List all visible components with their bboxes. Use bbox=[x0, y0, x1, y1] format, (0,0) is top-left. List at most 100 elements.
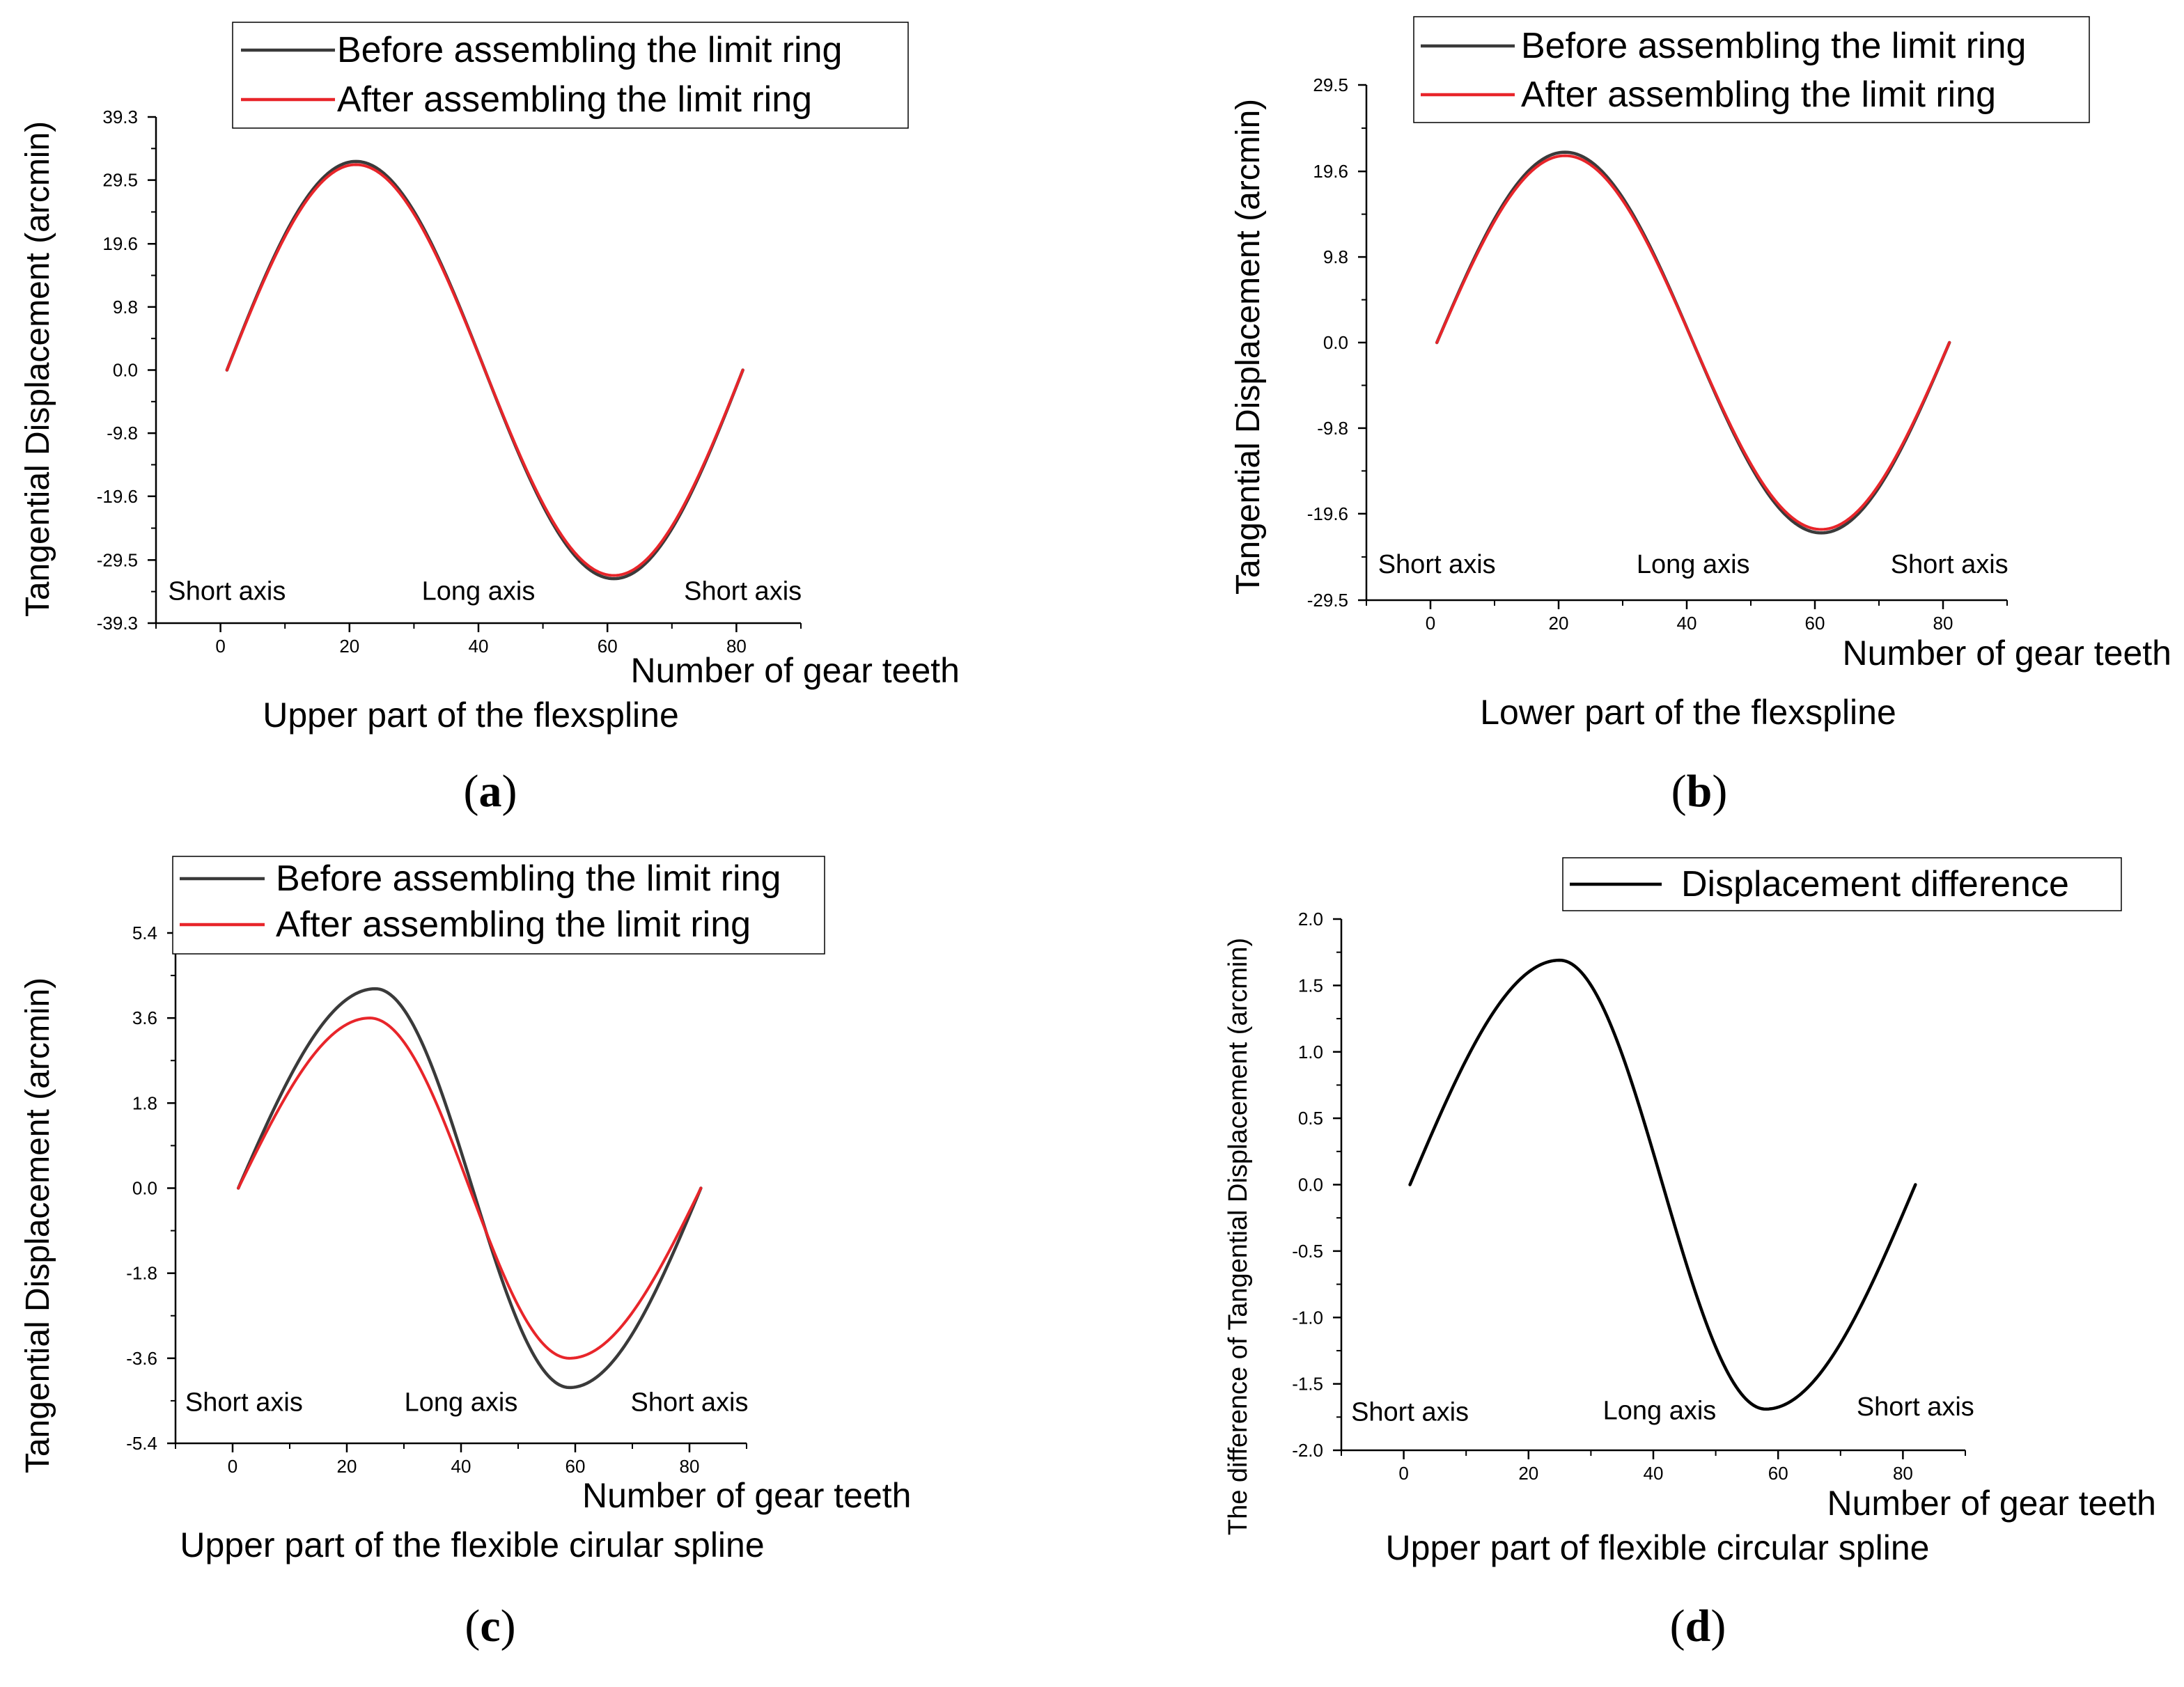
x-tick-label: 20 bbox=[339, 636, 359, 657]
y-tick-label: -19.6 bbox=[1307, 503, 1348, 524]
y-tick-label: 1.0 bbox=[1298, 1042, 1323, 1062]
x-tick-label: 0 bbox=[228, 1456, 237, 1477]
legend-label: Displacement difference bbox=[1681, 864, 2069, 904]
annotation-label: Long axis bbox=[422, 577, 536, 606]
series-line-2 bbox=[237, 1017, 703, 1360]
x-tick-label: 40 bbox=[1644, 1463, 1664, 1484]
y-tick-label: 0.0 bbox=[132, 1178, 157, 1199]
panel-subtitle: Upper part of the flexible cirular splin… bbox=[180, 1525, 764, 1564]
x-tick-label: 60 bbox=[598, 636, 618, 657]
x-tick-label: 60 bbox=[566, 1456, 586, 1477]
x-tick-label: 80 bbox=[1933, 613, 1953, 634]
caption-paren: ) bbox=[1712, 766, 1727, 817]
y-axis-label: Tangential Displacement (arcmin) bbox=[20, 121, 56, 617]
x-tick-label: 40 bbox=[1677, 613, 1697, 634]
y-tick-label: 29.5 bbox=[1313, 74, 1348, 95]
y-tick-label: 29.5 bbox=[102, 170, 138, 191]
chart-panel-b: -29.5 -19.6 -9.8 0.0 9.8 19.6 29.5 0 20 40 60 80 Sho… bbox=[1230, 16, 2172, 817]
y-tick-label: 19.6 bbox=[102, 233, 138, 254]
y-tick-label: -1.0 bbox=[1292, 1307, 1323, 1328]
y-tick-label: 1.8 bbox=[132, 1092, 157, 1113]
annotation-label: Long axis bbox=[405, 1388, 518, 1417]
y-tick-label: 0.0 bbox=[1298, 1175, 1323, 1195]
legend: Displacement difference bbox=[1562, 857, 2122, 911]
y-axis-label: Tangential Displacement (arcmin) bbox=[20, 978, 56, 1473]
legend-label: After assembling the limit ring bbox=[1521, 74, 1996, 115]
chart-panel-d: -2.0 -1.5 -1.0 -0.5 0.0 0.5 1.0 1.5 2.0 0 20 40 60 80… bbox=[1224, 857, 2157, 1651]
chart-panel-a: -39.3 -29.5 -19.6 -9.8 0.0 9.8 19.6 29.5 39.3 0 20… bbox=[20, 22, 960, 817]
y-tick-label: -5.4 bbox=[126, 1433, 157, 1454]
annotation-label: Short axis bbox=[631, 1388, 749, 1417]
y-tick-label: -1.5 bbox=[1292, 1374, 1323, 1395]
y-tick-label: -9.8 bbox=[107, 423, 138, 444]
legend-label: Before assembling the limit ring bbox=[276, 858, 781, 899]
panel-subtitle: Lower part of the flexspline bbox=[1480, 693, 1896, 732]
legend-box bbox=[172, 856, 825, 955]
x-tick-label: 60 bbox=[1768, 1463, 1788, 1484]
x-tick-label: 20 bbox=[337, 1456, 357, 1477]
y-tick-label: 3.6 bbox=[132, 1007, 157, 1028]
caption-letter: b bbox=[1687, 766, 1713, 817]
x-tick-label: 40 bbox=[469, 636, 489, 657]
panel-subtitle: Upper part of flexible circular spline bbox=[1386, 1528, 1930, 1567]
y-tick-label: -3.6 bbox=[126, 1348, 157, 1369]
caption-paren: ( bbox=[1671, 766, 1687, 817]
caption-paren: ( bbox=[465, 1601, 480, 1651]
panel-caption: (a) bbox=[464, 766, 517, 817]
annotation-label: Long axis bbox=[1637, 550, 1750, 579]
x-tick-label: 80 bbox=[1893, 1463, 1913, 1484]
y-tick-label: -29.5 bbox=[97, 549, 138, 570]
y-tick-label: 2.0 bbox=[1298, 909, 1323, 929]
legend-box bbox=[1413, 16, 2090, 123]
annotation-label: Short axis bbox=[684, 577, 802, 606]
x-tick-label: 20 bbox=[1518, 1463, 1538, 1484]
legend-label: Before assembling the limit ring bbox=[1521, 26, 2026, 66]
x-tick-label: 0 bbox=[215, 636, 225, 657]
y-tick-label: 0.0 bbox=[1323, 332, 1348, 353]
annotation-label: Short axis bbox=[1378, 550, 1496, 579]
caption-paren: ) bbox=[502, 766, 517, 817]
caption-paren: ) bbox=[501, 1601, 516, 1651]
y-tick-label: 0.5 bbox=[1298, 1108, 1323, 1129]
caption-paren: ( bbox=[464, 766, 479, 817]
panel-caption: (c) bbox=[465, 1601, 515, 1651]
series-line-2 bbox=[1435, 154, 1951, 531]
panel-caption: (d) bbox=[1670, 1601, 1726, 1651]
series-line-1 bbox=[236, 987, 703, 1390]
y-tick-label: -39.3 bbox=[97, 613, 138, 634]
x-axis-label: Number of gear teeth bbox=[582, 1476, 912, 1515]
legend: Before assembling the limit ring After as… bbox=[232, 22, 909, 129]
legend-label: After assembling the limit ring bbox=[276, 904, 751, 945]
caption-paren: ( bbox=[1670, 1601, 1685, 1651]
y-axis-label: Tangential Displacement (arcmin) bbox=[1230, 99, 1267, 595]
y-tick-label: -1.8 bbox=[126, 1263, 157, 1284]
series-line-2 bbox=[225, 163, 744, 577]
y-tick-label: 9.8 bbox=[113, 297, 138, 317]
annotation-label: Short axis bbox=[1857, 1392, 1974, 1422]
x-tick-label: 60 bbox=[1805, 613, 1825, 634]
legend-box bbox=[232, 22, 909, 129]
annotation-label: Short axis bbox=[1891, 550, 2008, 579]
caption-letter: d bbox=[1685, 1601, 1711, 1651]
x-tick-label: 80 bbox=[726, 636, 747, 657]
y-tick-label: -29.5 bbox=[1307, 590, 1348, 611]
annotation-label: Short axis bbox=[168, 577, 286, 606]
annotation-label: Short axis bbox=[185, 1388, 303, 1417]
x-axis-label: Number of gear teeth bbox=[1843, 634, 2172, 673]
caption-paren: ) bbox=[1710, 1601, 1726, 1651]
series-line-1 bbox=[1408, 958, 1917, 1411]
annotation-label: Short axis bbox=[1351, 1398, 1469, 1427]
y-axis-label: The difference of Tangential Displacemen… bbox=[1224, 938, 1253, 1535]
caption-letter: a bbox=[479, 766, 502, 817]
x-tick-label: 0 bbox=[1398, 1463, 1408, 1484]
annotation-label: Long axis bbox=[1603, 1397, 1717, 1426]
legend: Before assembling the limit ring After as… bbox=[172, 856, 825, 955]
caption-letter: c bbox=[480, 1601, 500, 1651]
x-tick-label: 80 bbox=[680, 1456, 700, 1477]
y-tick-label: -9.8 bbox=[1317, 418, 1348, 439]
x-axis-label: Number of gear teeth bbox=[1827, 1484, 2157, 1523]
y-tick-label: 39.3 bbox=[102, 107, 138, 127]
y-tick-label: 5.4 bbox=[132, 923, 157, 943]
panel-subtitle: Upper part of the flexspline bbox=[263, 696, 679, 735]
